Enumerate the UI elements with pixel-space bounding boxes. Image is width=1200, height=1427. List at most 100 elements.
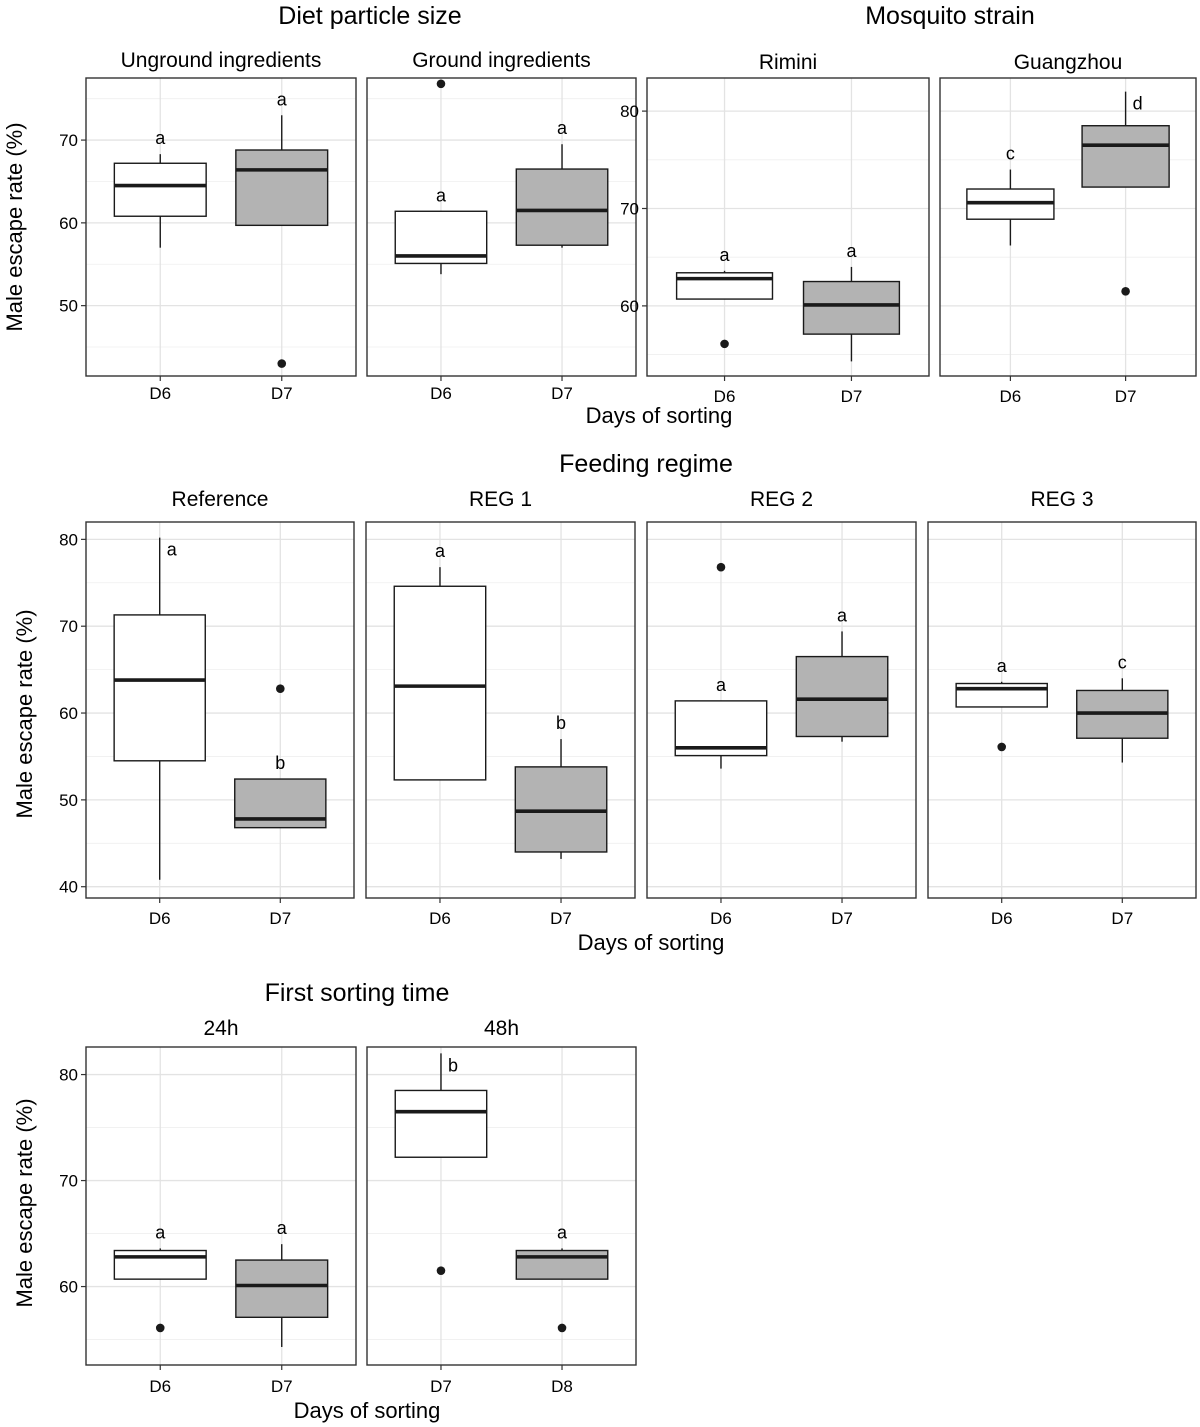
y-tick-label: 70 [59,617,78,636]
box-iqr [113,1249,207,1280]
significance-letter: b [556,713,566,733]
panel: REG 1 a D6 b D7 [365,488,636,928]
panel-frame [939,77,1197,377]
box-plot: b [514,713,608,859]
box-plot: a [235,1218,329,1347]
y-tick-label: 60 [59,1278,78,1297]
significance-letter: a [167,540,178,560]
panel-frame [85,1046,357,1366]
y-axis-title: Male escape rate (%) [2,122,27,331]
y-tick-label: 80 [59,1066,78,1085]
y-tick-label: 60 [620,297,639,316]
x-tick-label: D6 [714,387,736,406]
box-plot: c [1076,652,1169,763]
box-plot: a [515,118,609,248]
outlier-point [716,562,726,572]
significance-letter: a [716,675,727,695]
box-plot: a [802,241,901,362]
box-plot: a [795,605,889,742]
significance-letter: d [1133,94,1143,114]
x-tick-label: D6 [430,384,452,403]
box-plot: b [234,684,327,829]
significance-letter: a [277,1218,288,1238]
x-tick-label: D7 [831,909,853,928]
x-tick-label: D6 [429,909,451,928]
panel-frame [646,521,917,899]
chart-title: First sorting time [265,979,450,1007]
panel: REG 2 a D6 a D7 [646,488,917,928]
box-iqr [235,1259,329,1319]
x-tick-label: D7 [841,387,863,406]
significance-letter: a [155,1222,166,1242]
panel-title: 48h [484,1017,519,1040]
panel: Unground ingredients a D6 a D7 50 60 70 [59,49,357,403]
significance-letter: a [846,241,857,261]
outlier-point [720,339,729,349]
outlier-point [557,1323,567,1333]
box-iqr [675,272,774,300]
panel: Ground ingredients a D6 a D7 [366,49,637,403]
box-iqr [113,614,206,762]
box-iqr [515,168,609,246]
significance-letter: c [1006,144,1015,164]
box-plot: a [113,1222,207,1333]
x-tick-label: D7 [430,1377,452,1396]
x-axis-title: Days of sorting [578,930,725,955]
chart-title: Mosquito strain [865,2,1035,30]
panel-title: Unground ingredients [121,49,322,72]
box-plot: a [955,656,1048,752]
x-tick-label: D7 [1115,387,1137,406]
x-axis-title: Days of sorting [294,1398,441,1423]
box-plot: a [674,562,768,769]
box-plot: b [394,1053,488,1275]
outlier-point [1121,286,1130,296]
panel-title: Guangzhou [1014,51,1123,74]
panel-frame [366,77,637,377]
x-tick-label: D7 [1111,909,1133,928]
chart-group-3: Feeding regimeReferenceaD6bD74050607080R… [12,450,1197,955]
box-iqr [515,1249,609,1280]
outlier-point [436,79,446,89]
y-tick-label: 50 [59,791,78,810]
x-tick-label: D6 [149,384,171,403]
box-plot: a [113,128,207,248]
y-tick-label: 40 [59,878,78,897]
significance-letter: a [557,118,568,138]
y-tick-label: 60 [59,704,78,723]
box-plot: a [113,537,206,880]
box-plot: d [1081,91,1170,296]
chart-group-1: Diet particle size Unground ingredients a D… [2,2,732,428]
y-tick-label: 80 [59,530,78,549]
x-axis-title: Days of sorting [586,403,733,428]
box-iqr [393,585,487,781]
significance-letter: a [436,185,447,205]
chart-title: Diet particle size [278,2,461,30]
significance-letter: a [155,128,166,148]
significance-letter: b [275,753,285,773]
panel-frame [85,77,357,377]
x-tick-label: D6 [710,909,732,928]
x-tick-label: D7 [551,384,573,403]
y-tick-label: 70 [59,131,78,150]
significance-letter: b [448,1055,458,1075]
box-plot: a [675,245,774,349]
panel: Reference a D6 b D7 40 50 60 70 80 [59,488,355,928]
box-plot: a [235,89,329,368]
significance-letter: a [837,605,848,625]
box-iqr [235,149,329,227]
outlier-point [277,359,287,368]
box-iqr [113,162,207,217]
y-tick-label: 80 [620,102,639,121]
significance-letter: a [557,1222,568,1242]
box-iqr [1081,125,1170,188]
box-plot: a [393,541,487,781]
y-axis-title: Male escape rate (%) [12,609,37,818]
box-plot: a [394,79,488,275]
panel-frame [366,1046,637,1366]
panel-title: REG 3 [1030,488,1093,511]
x-tick-label: D8 [551,1377,573,1396]
outlier-point [155,1323,165,1333]
outlier-point [276,684,285,694]
panel-frame [646,77,930,377]
